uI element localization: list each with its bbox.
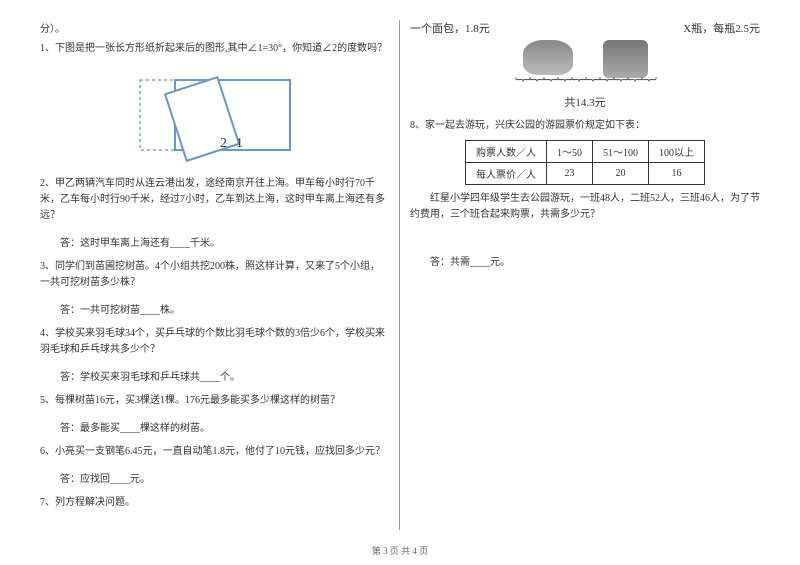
brace-icon: ︸︸︸︸︸︸︸︸︸︸ xyxy=(410,82,760,92)
table-cell-2: 20 xyxy=(593,162,649,184)
answer-8: 答：共需____元。 xyxy=(430,253,760,268)
angle-2-label: 2 xyxy=(220,136,227,151)
answer-2: 答：这时甲车离上海还有____千米。 xyxy=(60,234,389,249)
question-7: 7、列方程解决问题。 xyxy=(40,495,389,511)
answer-6: 答：应找回____元。 xyxy=(60,470,389,485)
total-label: 共14.3元 xyxy=(410,94,760,110)
question-1: 1、下图是把一张长方形纸折起来后的图形,其中∠1=30°，你知道∠2的度数吗？ xyxy=(40,41,389,57)
question-4: 4、学校买来羽毛球34个，买乒乓球的个数比羽毛球个数的3倍少6个，学校买来羽毛球… xyxy=(40,326,389,358)
table-cell-1: 23 xyxy=(547,162,593,184)
figure-1: 2 1 xyxy=(40,65,389,168)
answer-5: 答：最多能买____棵这样的树苗。 xyxy=(60,419,389,434)
question-2: 2、甲乙两辆汽车同时从连云港出发，途经南京开往上海。甲车每小时行70千米，乙车每… xyxy=(40,176,389,224)
table-header-1: 购票人数／人 xyxy=(466,140,547,162)
bread-label: 一个面包，1.8元 xyxy=(410,20,490,36)
table-row-label: 每人票价／人 xyxy=(466,162,547,184)
question-5: 5、每棵树苗16元，买3棵送1棵。176元最多能买多少棵这样的树苗？ xyxy=(40,393,389,409)
answer-3: 答：一共可挖树苗____株。 xyxy=(60,301,389,316)
page-footer: 第 3 页 共 4 页 xyxy=(0,544,800,557)
table-cell-3: 16 xyxy=(649,162,705,184)
table-header-4: 100以上 xyxy=(649,140,705,162)
table-header-3: 51～100 xyxy=(593,140,649,162)
bottle-label: X瓶，每瓶2.5元 xyxy=(683,20,760,36)
question-6: 6、小亮买一支钢笔6.45元，一直自动笔1.8元，他付了10元钱，应找回多少元？ xyxy=(40,444,389,460)
price-table: 购票人数／人 1～50 51～100 100以上 每人票价／人 23 20 16 xyxy=(465,140,705,185)
folded-rect xyxy=(165,77,239,161)
angle-1-label: 1 xyxy=(236,136,243,151)
section-suffix: 分）。 xyxy=(40,20,389,35)
answer-4: 答：学校买来羽毛球和乒乓球共____个。 xyxy=(60,368,389,383)
question-3: 3、同学们到苗圃挖树苗。4个小组共挖200株，照这样计算，又来了5个小组，一共可… xyxy=(40,259,389,291)
question-8-intro: 8、家一起去游玩，兴庆公园的游园票价规定如下表： xyxy=(410,118,760,134)
bread-image xyxy=(523,40,573,75)
bottle-image xyxy=(603,40,648,78)
question-8-body: 红星小学四年级学生去公园游玩，一班48人，二班52人，三班46人，为了节约费用，… xyxy=(410,191,760,223)
table-header-2: 1～50 xyxy=(547,140,593,162)
